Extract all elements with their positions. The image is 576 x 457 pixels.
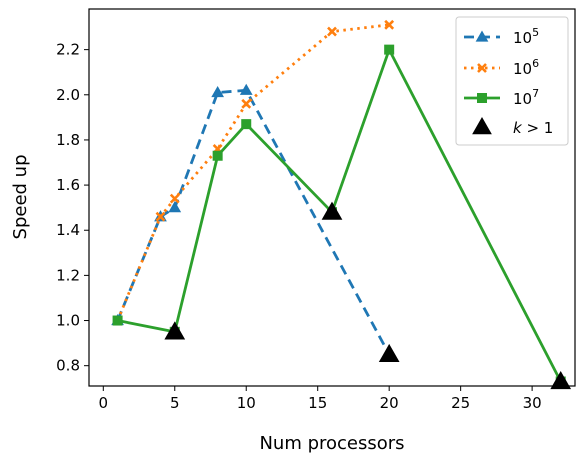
highlight-point [164, 321, 186, 340]
legend-marker [472, 116, 492, 135]
highlight-point [321, 201, 343, 220]
legend-label-variable: k [513, 119, 523, 137]
legend-marker [475, 30, 489, 42]
plot-frame [88, 8, 576, 387]
x-tick-label: 10 [237, 394, 256, 412]
data-point [211, 86, 225, 98]
highlight-point [550, 370, 572, 390]
legend-label-base: 10 [513, 29, 532, 47]
legend-label-relation: > 1 [522, 119, 554, 137]
legend-box [455, 16, 569, 146]
data-point [212, 150, 223, 161]
y-tick-label: 1.6 [56, 176, 80, 194]
x-axis-label: Num processors [259, 433, 404, 454]
x-axis-ticks: 0 5 10 15 20 25 30 [99, 386, 542, 412]
data-point [241, 119, 252, 130]
x-tick-label: 15 [308, 394, 327, 412]
y-tick-label: 1.0 [56, 312, 80, 330]
legend-label: 106 [513, 57, 539, 78]
x-tick-label: 30 [523, 394, 542, 412]
y-tick-label: 2.0 [56, 86, 80, 104]
legend-marker [477, 93, 487, 103]
series-0 [111, 83, 396, 360]
data-point [384, 44, 395, 55]
legend-label-exponent: 5 [532, 26, 539, 39]
data-point [169, 193, 180, 204]
series-line [116, 23, 390, 322]
y-tick-label: 0.8 [56, 357, 80, 375]
legend-label-exponent: 7 [532, 87, 539, 100]
data-point [384, 19, 395, 30]
data-point [239, 83, 253, 95]
legend-item: 105 [464, 26, 539, 47]
legend-label-base: 10 [513, 90, 532, 108]
x-tick-label: 5 [170, 394, 180, 412]
y-tick-label: 1.4 [56, 221, 80, 239]
y-axis-label: Speed up [10, 155, 31, 240]
legend-item-highlight: k > 1 [472, 116, 553, 137]
y-tick-label: 2.2 [56, 41, 80, 59]
data-point [155, 211, 166, 222]
legend-item: 106 [464, 57, 539, 78]
x-tick-label: 0 [99, 394, 109, 412]
highlight-point [378, 343, 400, 363]
legend-marker [477, 63, 487, 73]
data-point [327, 26, 337, 37]
legend-item: 107 [464, 87, 539, 108]
x-tick-label: 25 [451, 394, 470, 412]
data-point [112, 315, 123, 326]
x-tick-label: 20 [380, 394, 399, 412]
legend-label: 107 [513, 87, 539, 108]
y-tick-label: 1.8 [56, 131, 80, 149]
legend-label: k > 1 [513, 119, 553, 137]
legend-label-exponent: 6 [532, 57, 539, 70]
data-point [168, 201, 182, 213]
legend-label: 105 [513, 26, 539, 47]
highlight-layer [164, 201, 572, 390]
y-tick-label: 1.2 [56, 266, 80, 284]
series-1 [112, 19, 395, 326]
data-point [241, 98, 252, 109]
y-axis-ticks: 0.8 1.0 1.2 1.4 1.6 1.8 2.0 2.2 [56, 41, 89, 375]
legend-label-base: 10 [513, 60, 532, 78]
